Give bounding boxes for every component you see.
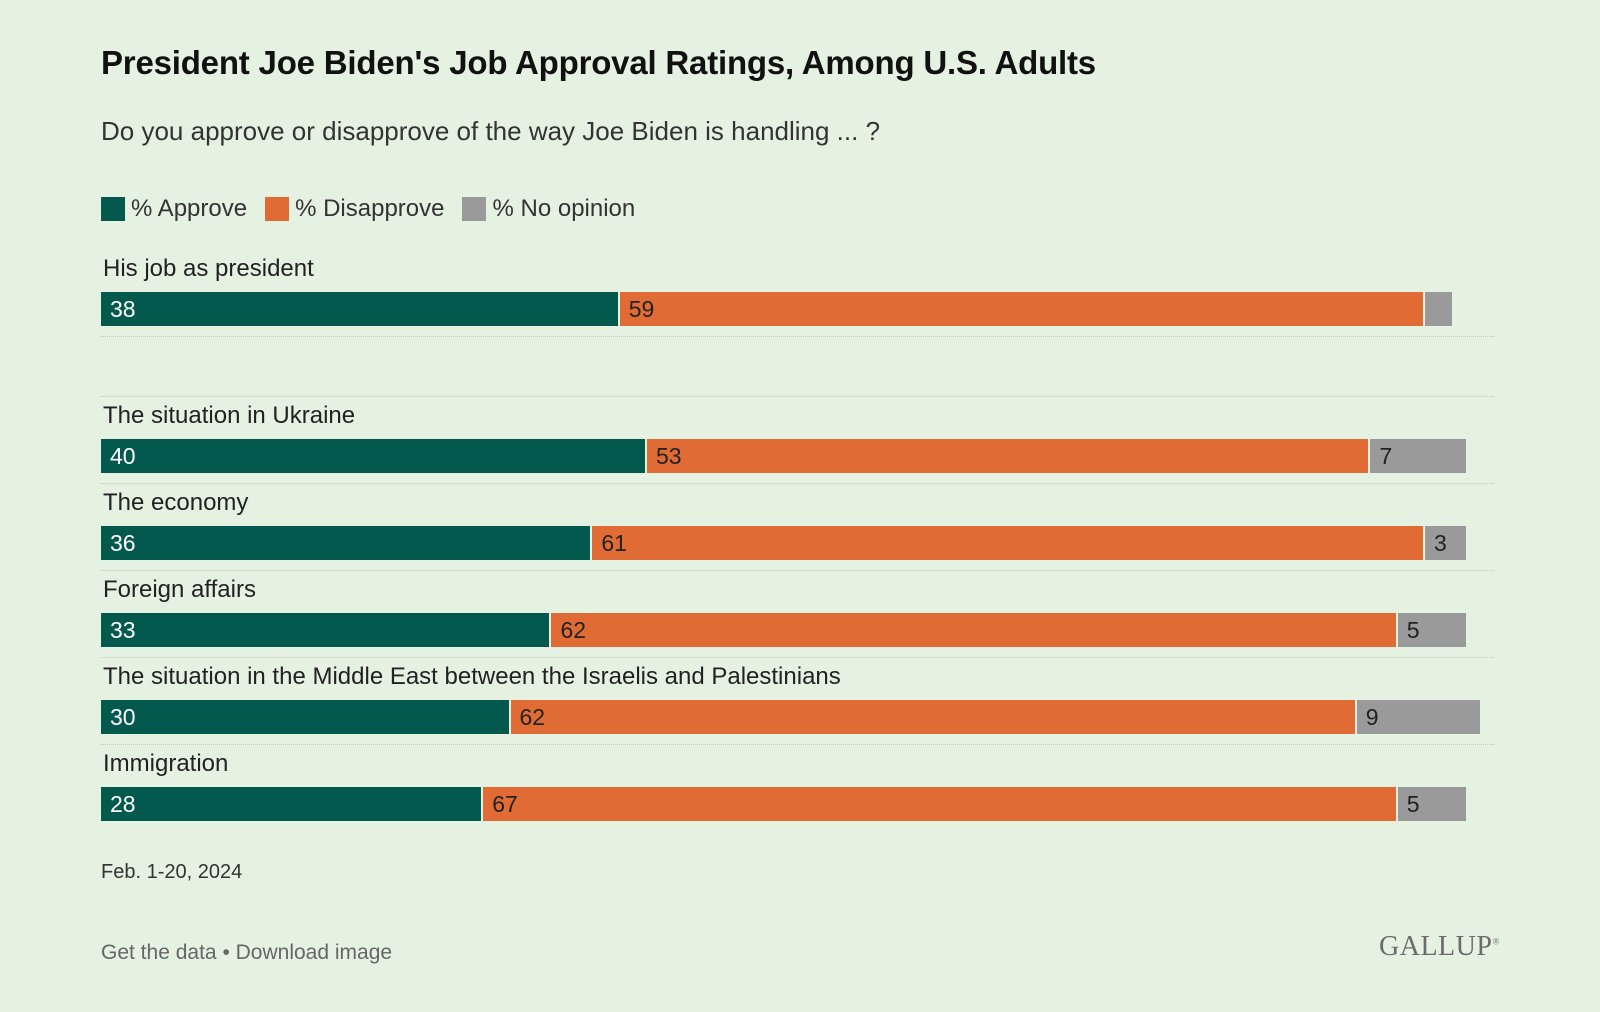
download-image-link[interactable]: Download image [235,941,393,964]
bar-segment-approve [101,700,509,734]
data-label-approve: 33 [110,617,136,643]
bar-segment-disapprove [510,700,1355,734]
data-label-approve: 40 [110,443,136,469]
category-label: The situation in the Middle East between… [103,663,841,690]
row-divider [101,657,1494,658]
legend-item-no-opinion: % No opinion [462,195,635,223]
data-label-no-opinion: 5 [1406,791,1420,817]
row-divider [101,336,1494,337]
gallup-logo-text: GALLUP [1379,931,1493,962]
data-label-disapprove: 67 [492,791,518,817]
row-divider [101,570,1494,571]
bar-segment-disapprove [483,787,1396,821]
data-label-disapprove: 62 [519,704,546,730]
chart-subtitle: Do you approve or disapprove of the way … [101,116,881,146]
chart-title: President Joe Biden's Job Approval Ratin… [101,44,1096,81]
legend-swatch-approve [101,197,125,221]
bar-segment-approve [101,613,550,647]
bar-segment-disapprove [647,439,1369,473]
category-label: The economy [103,489,249,516]
data-label-no-opinion: 7 [1379,443,1393,469]
category-label: His job as president [103,255,314,282]
bar-segment-approve [101,526,591,560]
legend-label-no-opinion: % No opinion [492,195,636,222]
bar-segment-approve [101,292,618,326]
legend-item-disapprove: % Disapprove [265,195,444,223]
bar-segment-disapprove [592,526,1424,560]
legend: % Approve % Disapprove % No opinion [101,195,653,223]
stacked-bar-chart: His job as president 38 59 The situation in… [101,255,1494,858]
bar-segment-no-opinion [1370,439,1466,473]
bar-segment-disapprove [619,292,1424,326]
data-label-approve: 28 [110,791,136,817]
data-label-approve: 30 [110,704,136,730]
category-label: The situation in Ukraine [103,402,356,429]
data-label-no-opinion: 5 [1406,617,1420,643]
data-label-approve: 36 [110,530,136,556]
legend-swatch-no-opinion [462,197,487,221]
gallup-logo: GALLUP® [1379,931,1500,963]
bar-segment-disapprove [551,613,1396,647]
data-label-disapprove: 62 [560,617,587,643]
data-label-no-opinion: 3 [1434,530,1447,556]
bar-segment-approve [101,439,645,473]
row-divider [101,396,1494,397]
row-divider [101,744,1494,745]
legend-label-disapprove: % Disapprove [295,195,445,222]
category-label: Immigration [103,750,229,777]
category-label: Foreign affairs [103,576,256,603]
bar-segment-no-opinion [1425,292,1453,326]
bar-segment-no-opinion [1425,526,1466,560]
bar-segment-no-opinion [1397,787,1466,821]
data-label-disapprove: 59 [628,296,655,322]
legend-label-approve: % Approve [131,195,248,222]
bar-segment-no-opinion [1356,700,1480,734]
legend-swatch-disapprove [265,197,290,221]
legend-item-approve: % Approve [101,195,247,223]
data-label-disapprove: 53 [656,443,682,469]
footer-separator: • [222,941,230,964]
data-label-no-opinion: 9 [1365,704,1379,730]
data-label-approve: 38 [110,296,136,322]
row-divider [101,483,1494,484]
get-data-link[interactable]: Get the data [101,941,217,964]
survey-date: Feb. 1-20, 2024 [101,861,243,883]
bar-segment-approve [101,787,482,821]
data-label-disapprove: 61 [601,530,627,556]
footer-links: Get the data • Download image [101,941,392,965]
registered-mark: ® [1492,936,1500,947]
bar-segment-no-opinion [1397,613,1466,647]
